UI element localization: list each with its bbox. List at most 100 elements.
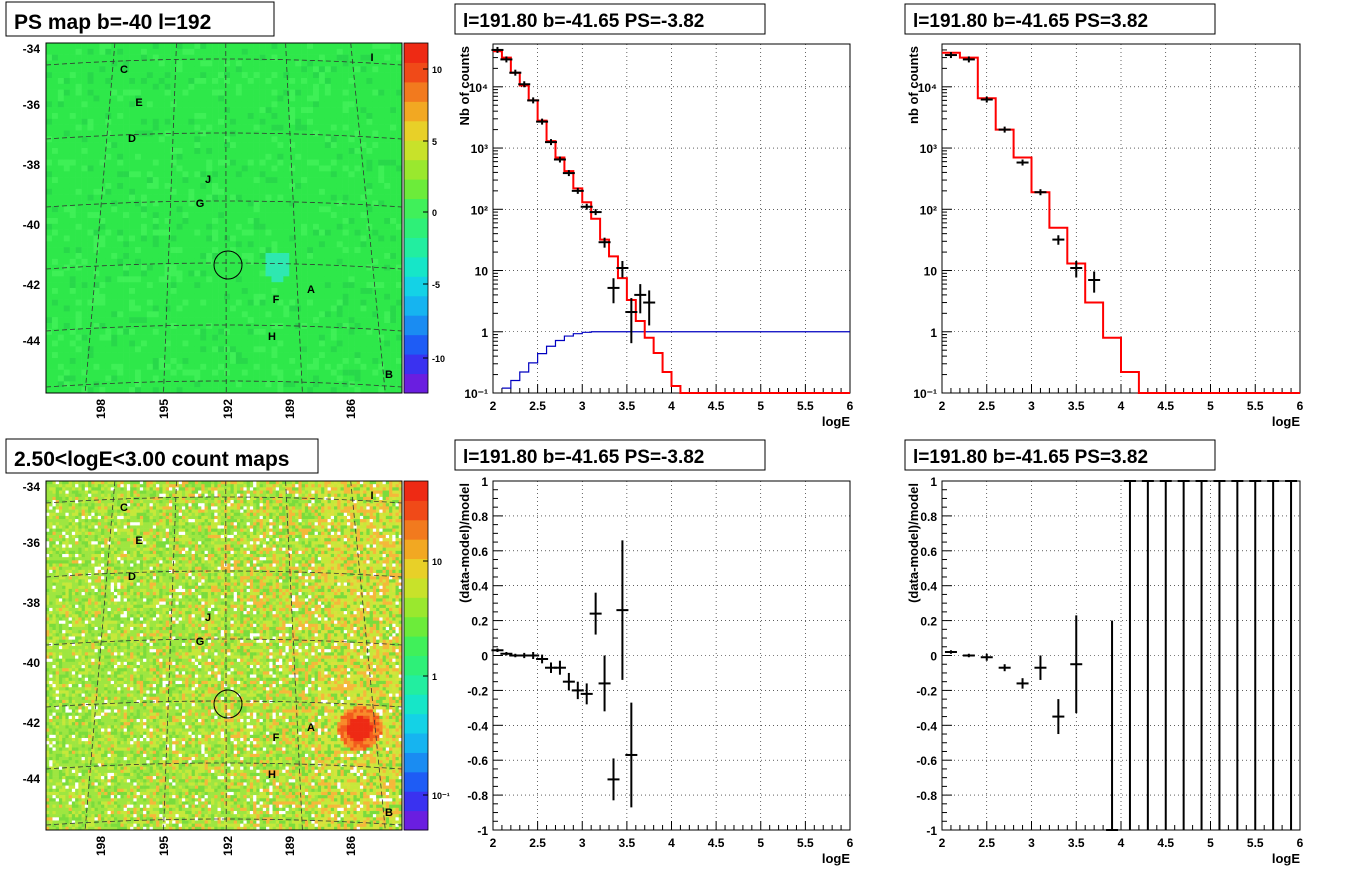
- map-pixel: [200, 323, 207, 330]
- map-pixel: [62, 579, 66, 583]
- map-pixel: [140, 194, 148, 201]
- map-pixel: [55, 665, 60, 669]
- map-pixel: [52, 557, 57, 561]
- map-pixel: [277, 200, 284, 207]
- map-pixel: [200, 66, 207, 73]
- map-pixel: [342, 142, 349, 149]
- map-pixel: [52, 601, 57, 606]
- map-pixel: [117, 113, 124, 120]
- tick-label-y: 0.4: [920, 580, 937, 594]
- map-pixel: [129, 54, 136, 61]
- map-pixel: [99, 183, 106, 190]
- map-pixel: [81, 282, 88, 289]
- map-pixel: [318, 381, 326, 388]
- map-pixel: [360, 124, 367, 131]
- map-pixel: [194, 113, 201, 120]
- map-pixel: [235, 165, 243, 172]
- map-pixel: [188, 136, 195, 143]
- map-pixel: [283, 258, 290, 265]
- map-pixel: [51, 206, 59, 213]
- map-pixel: [87, 352, 94, 359]
- map-pixel: [330, 288, 338, 295]
- map-pixel: [58, 649, 63, 653]
- map-pixel: [176, 264, 183, 271]
- map-pixel: [117, 130, 124, 137]
- map-pixel: [69, 288, 76, 295]
- map-pixel: [271, 118, 278, 125]
- map-pixel: [271, 258, 278, 265]
- map-pixel: [164, 148, 171, 155]
- map-pixel: [129, 107, 136, 114]
- map-pixel: [46, 595, 50, 599]
- map-pixel: [87, 177, 94, 184]
- map-pixel: [49, 620, 53, 625]
- map-pixel: [218, 253, 225, 260]
- map-pixel: [117, 60, 124, 67]
- map-pixel: [289, 293, 296, 300]
- map-pixel: [46, 107, 53, 114]
- map-pixel: [49, 785, 53, 790]
- map-pixel: [123, 223, 130, 230]
- map-pixel: [318, 118, 326, 125]
- map-pixel: [265, 148, 272, 155]
- map-pixel: [283, 153, 290, 160]
- map-pixel: [396, 340, 403, 347]
- map-pixel: [176, 165, 183, 172]
- map-pixel: [170, 247, 177, 254]
- map-pixel: [224, 218, 231, 225]
- map-pixel: [49, 617, 53, 621]
- map-pixel: [289, 346, 296, 353]
- map-pixel: [218, 387, 225, 394]
- map-pixel: [170, 43, 177, 50]
- palette-cell: [404, 315, 428, 336]
- map-pixel: [194, 369, 201, 376]
- map-pixel: [62, 525, 66, 529]
- map-pixel: [152, 235, 160, 242]
- map-pixel: [247, 107, 254, 114]
- map-pixel: [81, 241, 88, 248]
- map-pixel: [55, 639, 60, 644]
- map-pixel: [247, 235, 254, 242]
- map-pixel: [46, 668, 50, 672]
- map-pixel: [324, 305, 332, 312]
- map-pixel: [354, 241, 361, 248]
- map-pixel: [283, 118, 290, 125]
- map-pixel: [271, 299, 278, 306]
- map-pixel: [57, 72, 65, 79]
- map-pixel: [265, 253, 272, 260]
- map-pixel: [378, 159, 385, 166]
- map-pixel: [206, 235, 213, 242]
- map-pixel: [58, 677, 63, 682]
- map-pixel: [265, 346, 272, 353]
- map-pixel: [307, 352, 314, 359]
- map-pixel: [123, 43, 130, 50]
- map-pixel: [58, 576, 63, 580]
- map-pixel: [57, 124, 65, 131]
- map-pixel: [366, 328, 373, 335]
- map-pixel: [336, 159, 343, 166]
- map-pixel: [200, 101, 207, 108]
- map-pixel: [194, 317, 201, 324]
- map-pixel: [372, 159, 379, 166]
- map-pixel: [49, 553, 53, 558]
- map-pixel: [58, 785, 63, 790]
- map-pixel: [55, 506, 60, 510]
- map-pixel: [51, 101, 59, 108]
- map-pixel: [366, 159, 373, 166]
- map-pixel: [324, 200, 332, 207]
- map-pixel: [259, 54, 266, 61]
- map-pixel: [253, 142, 260, 149]
- map-pixel: [62, 772, 66, 777]
- map-pixel: [188, 334, 195, 341]
- map-pixel: [105, 317, 112, 324]
- map-pixel: [51, 43, 59, 50]
- map-pixel: [265, 358, 272, 365]
- map-pixel: [51, 293, 59, 300]
- map-pixel: [117, 188, 124, 195]
- map-pixel: [57, 142, 65, 149]
- map-pixel: [164, 48, 171, 55]
- map-pixel: [87, 95, 94, 102]
- map-pixel: [81, 48, 88, 55]
- map-pixel: [152, 130, 160, 137]
- model-curve: [942, 51, 1300, 394]
